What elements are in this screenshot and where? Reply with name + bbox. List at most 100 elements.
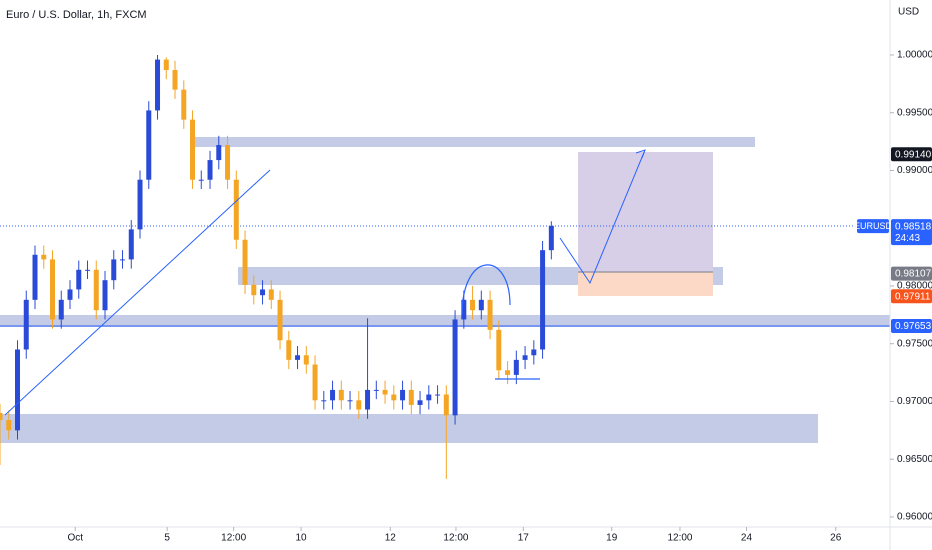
candle-body [128, 229, 134, 260]
candle-body [233, 179, 239, 240]
candle-body [0, 413, 3, 420]
candle-body [120, 259, 126, 261]
candle-body [496, 329, 502, 371]
y-tick-label: 0.99000 [897, 165, 932, 176]
y-tick-label: 0.99500 [897, 107, 932, 118]
x-tick-label: 26 [830, 533, 842, 544]
price-tag [891, 266, 932, 281]
x-tick-label: 12:00 [443, 533, 468, 544]
stop-box [578, 272, 713, 296]
arc [461, 264, 511, 316]
price-tag [891, 147, 932, 162]
candle-body [207, 160, 213, 180]
last-price-label: 0.98518 [895, 221, 932, 232]
candle-body [303, 355, 309, 365]
candle-body [163, 59, 169, 70]
y-tick-label: 0.97500 [897, 338, 932, 349]
support-zone [0, 414, 818, 443]
trendline [4, 169, 271, 416]
candle-body [470, 299, 476, 311]
candle-body [260, 289, 266, 296]
candle-body [356, 400, 362, 410]
y-tick-label: 0.96500 [897, 454, 932, 465]
candle-body [85, 269, 91, 271]
candle-body [198, 179, 204, 181]
candle-body [478, 299, 484, 311]
candle-body [23, 299, 29, 350]
candle-body [225, 145, 231, 180]
y-tick-label: 0.96000 [897, 512, 932, 523]
candle-body [321, 400, 327, 402]
countdown-label: 24:43 [895, 233, 920, 244]
candle-body [426, 394, 432, 401]
x-tick-label: 5 [164, 533, 170, 544]
candle-body [251, 284, 257, 296]
symbol-label: EURUSD [854, 221, 893, 231]
candle-body [181, 89, 187, 120]
arrow-head [635, 149, 646, 159]
candle-body [76, 269, 82, 290]
x-tick-label: 12 [385, 533, 397, 544]
candle-body [286, 340, 292, 360]
candle-body [295, 355, 301, 360]
candle-body [435, 394, 441, 396]
price-tag-label: 0.99140 [895, 149, 932, 160]
y-tick-label: 1.00000 [897, 50, 932, 61]
symbol-tag [857, 219, 889, 234]
candle-body [548, 225, 554, 251]
projection-arrow [559, 149, 646, 285]
x-tick-label: 10 [295, 533, 307, 544]
x-tick-label: 19 [606, 533, 618, 544]
zone [0, 315, 890, 327]
chart-title: Euro / U.S. Dollar, 1h, FXCM [6, 9, 147, 21]
price-tag-label: 0.97653 [895, 321, 932, 332]
candle-body [522, 355, 528, 360]
candle-body [487, 299, 493, 330]
candles [0, 54, 554, 479]
candle-body [41, 254, 47, 260]
candle-body [540, 250, 546, 350]
x-tick-label: 12:00 [667, 533, 692, 544]
target-box [578, 152, 713, 272]
candle-body [443, 394, 449, 416]
candle-body [461, 299, 467, 320]
candle-body [382, 389, 388, 395]
y-tick-label: 0.98000 [897, 281, 932, 292]
candle-body [400, 389, 406, 401]
candle-body [531, 349, 537, 356]
candle-body [513, 359, 519, 375]
candle-body [190, 119, 196, 180]
x-tick-label: Oct [67, 533, 83, 544]
candle-body [93, 269, 99, 311]
y-tick-label: 0.97000 [897, 396, 932, 407]
price-tags: 0.99140 0.98107 0.97911 0.97653 EURUSD 0.9851… [854, 147, 932, 334]
candle-body [58, 299, 64, 320]
candle-body [67, 289, 73, 300]
candle-body [242, 239, 248, 285]
candle-body [452, 319, 458, 416]
candle-body [268, 289, 274, 300]
candle-body [111, 259, 117, 281]
candle-body [277, 299, 283, 341]
candle-body [32, 254, 38, 300]
x-tick-label: 12:00 [221, 533, 246, 544]
candle-body [417, 400, 423, 405]
x-tick-label: 17 [518, 533, 530, 544]
candle-body [373, 389, 379, 391]
candle-body [6, 419, 12, 431]
candle-body [347, 400, 353, 402]
candle-body [15, 349, 21, 431]
candle-body [391, 394, 397, 401]
currency: USD [898, 7, 919, 18]
candle-body [312, 364, 318, 401]
candle-body [50, 259, 56, 320]
price-tag-label: 0.97911 [895, 291, 931, 302]
price-tag [891, 289, 932, 304]
resistance-zone [190, 137, 755, 147]
candle-body [102, 280, 108, 311]
candle-body [408, 389, 414, 405]
candle-body [216, 145, 222, 161]
candle-body [146, 110, 152, 180]
price-tag [891, 319, 932, 334]
